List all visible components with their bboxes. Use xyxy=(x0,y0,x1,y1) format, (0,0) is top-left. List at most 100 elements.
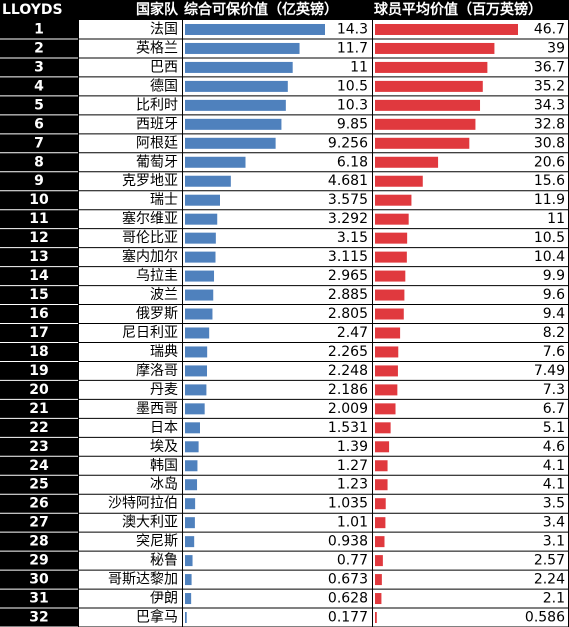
insured-value-label: 9.85 xyxy=(337,116,368,132)
player-value-bar xyxy=(375,536,385,548)
player-value-label: 7.49 xyxy=(534,363,565,379)
insured-value-bar xyxy=(185,213,218,225)
country-cell: 塞尔维亚 xyxy=(122,210,178,227)
insured-value-bar xyxy=(185,137,276,149)
rank-cell: 19 xyxy=(29,363,48,379)
header-row xyxy=(0,0,569,20)
insured-value-label: 4.681 xyxy=(328,173,368,189)
country-cell: 伊朗 xyxy=(150,591,178,607)
header-insured-value: 综合可保价值（亿英镑） xyxy=(184,1,338,18)
player-value-label: 30.8 xyxy=(534,135,565,151)
header-player-value: 球员平均价值（百万英镑） xyxy=(374,1,542,18)
country-cell: 比利时 xyxy=(136,97,178,113)
country-cell: 西班牙 xyxy=(136,116,178,132)
insured-value-label: 1.531 xyxy=(328,420,368,436)
country-cell: 埃及 xyxy=(150,439,178,455)
country-cell: 丹麦 xyxy=(150,382,178,398)
rank-cell: 5 xyxy=(34,97,44,113)
insured-value-label: 11.7 xyxy=(337,40,368,56)
player-value-bar xyxy=(375,612,377,624)
insured-value-bar xyxy=(185,23,325,35)
player-value-bar xyxy=(375,80,483,92)
insured-value-label: 6.18 xyxy=(337,154,368,170)
player-value-label: 7.6 xyxy=(543,344,565,360)
country-cell: 哥伦比亚 xyxy=(122,230,178,246)
insured-value-bar xyxy=(185,251,216,263)
country-cell: 尼日利亚 xyxy=(122,325,178,341)
player-value-bar xyxy=(375,327,401,339)
rank-cell: 23 xyxy=(29,439,48,455)
player-value-bar xyxy=(375,441,390,453)
player-value-bar xyxy=(375,61,488,73)
insured-value-label: 3.115 xyxy=(328,249,368,265)
insured-value-bar xyxy=(185,479,198,491)
insured-value-bar xyxy=(185,118,282,130)
rank-cell: 30 xyxy=(29,572,49,588)
insured-value-bar xyxy=(185,156,246,168)
rank-cell: 10 xyxy=(29,192,49,208)
player-value-label: 9.4 xyxy=(543,306,565,322)
rank-cell: 17 xyxy=(29,325,48,341)
player-value-label: 5.1 xyxy=(543,420,565,436)
player-value-bar xyxy=(375,175,423,187)
player-value-label: 39 xyxy=(547,40,565,56)
rank-cell: 4 xyxy=(34,78,44,94)
country-cell: 阿根廷 xyxy=(136,135,178,151)
rank-cell: 8 xyxy=(34,154,44,170)
insured-value-bar xyxy=(185,403,205,415)
player-value-bar xyxy=(375,422,391,434)
country-cell: 瑞典 xyxy=(150,344,178,360)
insured-value-label: 3.292 xyxy=(328,211,368,227)
player-value-bar xyxy=(375,479,388,491)
player-value-label: 35.2 xyxy=(534,78,565,94)
rank-cell: 21 xyxy=(29,401,48,417)
insured-value-bar xyxy=(185,441,199,453)
country-cell: 法国 xyxy=(150,21,178,37)
insured-value-bar xyxy=(185,365,208,377)
insured-value-bar xyxy=(185,175,231,187)
country-cell: 巴拿马 xyxy=(136,609,178,626)
insured-value-label: 1.27 xyxy=(337,458,368,474)
insured-value-bar xyxy=(185,498,196,510)
rank-cell: 31 xyxy=(29,591,48,607)
player-value-bar xyxy=(375,308,404,320)
insured-value-bar xyxy=(185,536,195,548)
rank-cell: 25 xyxy=(29,477,48,493)
rank-cell: 15 xyxy=(29,287,48,303)
rank-cell: 2 xyxy=(34,40,44,56)
country-cell: 突尼斯 xyxy=(136,534,178,550)
insured-value-label: 10.3 xyxy=(337,97,368,113)
country-cell: 巴西 xyxy=(150,59,178,75)
player-value-label: 2.1 xyxy=(543,591,565,607)
insured-value-bar xyxy=(185,327,210,339)
insured-value-label: 11 xyxy=(350,59,368,75)
rank-cell: 26 xyxy=(29,496,48,512)
player-value-label: 34.3 xyxy=(534,97,565,113)
insured-value-label: 2.265 xyxy=(328,344,368,360)
insured-value-label: 1.39 xyxy=(337,439,368,455)
player-value-label: 6.7 xyxy=(543,401,565,417)
player-value-bar xyxy=(375,23,518,35)
country-cell: 英格兰 xyxy=(136,39,178,56)
player-value-label: 11.9 xyxy=(534,192,565,208)
country-cell: 摩洛哥 xyxy=(136,362,178,379)
player-value-label: 8.2 xyxy=(543,325,565,341)
insured-value-bar xyxy=(185,422,200,434)
insured-value-bar xyxy=(185,42,300,54)
country-cell: 德国 xyxy=(150,78,178,94)
player-value-label: 7.3 xyxy=(543,382,565,398)
insured-value-bar xyxy=(185,289,214,301)
player-value-label: 11 xyxy=(547,211,565,227)
insured-value-label: 0.673 xyxy=(328,572,368,588)
insured-value-label: 2.009 xyxy=(328,401,368,417)
player-value-label: 3.5 xyxy=(543,496,565,512)
player-value-label: 4.1 xyxy=(543,477,565,493)
insured-value-label: 2.805 xyxy=(328,306,368,322)
country-cell: 冰岛 xyxy=(150,477,178,493)
header-rank: LLOYDS xyxy=(2,2,63,18)
rank-cell: 7 xyxy=(34,135,44,151)
player-value-bar xyxy=(375,498,386,510)
player-value-bar xyxy=(375,460,388,472)
rank-cell: 20 xyxy=(29,382,49,398)
rank-cell: 12 xyxy=(29,230,48,246)
